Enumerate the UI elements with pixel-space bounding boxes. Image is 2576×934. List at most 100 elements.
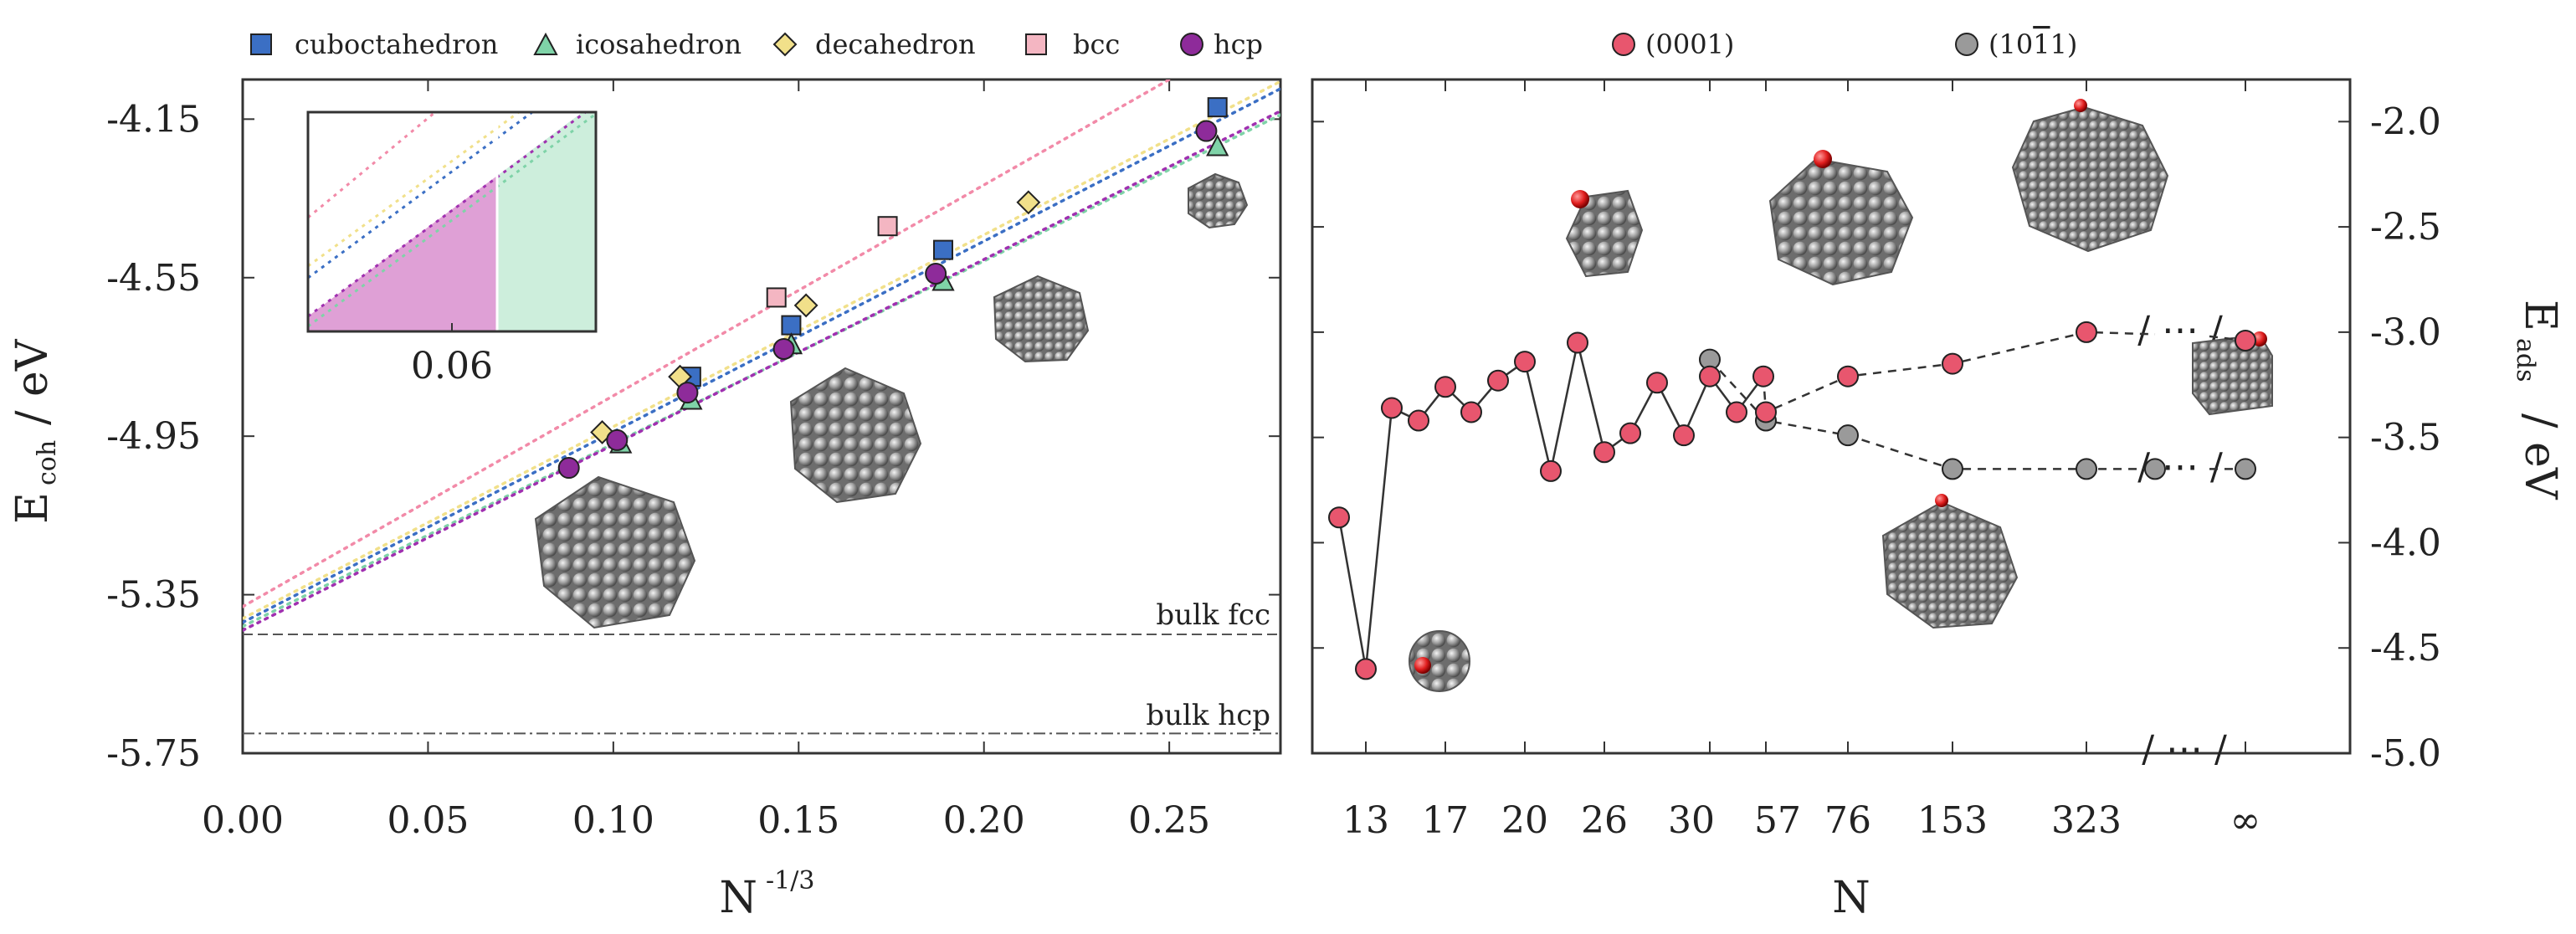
cluster-13-body bbox=[1409, 630, 1470, 692]
cluster-323-image bbox=[2011, 99, 2169, 253]
cluster-26-body bbox=[1565, 189, 1644, 278]
marker-1011 bbox=[1837, 424, 1859, 447]
marker-decahedron bbox=[1016, 190, 1041, 215]
marker-0001 bbox=[1514, 351, 1536, 373]
left-xtick-label: 0.10 bbox=[572, 799, 654, 842]
cluster-153-image bbox=[1881, 494, 2019, 629]
marker-hcp bbox=[557, 457, 580, 480]
right-xtick-label: 323 bbox=[2051, 799, 2122, 842]
legend-label-0001: (0001) bbox=[1645, 28, 1734, 60]
cluster-13-image bbox=[1409, 630, 1470, 692]
left-xtick-label: 0.05 bbox=[387, 799, 469, 842]
legend-marker-cuboctahedron bbox=[250, 33, 272, 55]
legend-marker-hcp bbox=[1180, 33, 1203, 56]
left-data-markers bbox=[557, 97, 1229, 480]
right-xtick-label: 76 bbox=[1824, 799, 1871, 842]
legend-marker-0001 bbox=[1612, 33, 1635, 56]
right-ytick-label: -4.0 bbox=[2370, 521, 2441, 564]
legend-label-cuboctahedron: cuboctahedron bbox=[295, 28, 498, 60]
fit-line-bcc bbox=[243, 80, 1173, 608]
legend-marker-bcc bbox=[1025, 33, 1047, 55]
inset-bcc-line bbox=[308, 112, 436, 219]
cluster-153-adsorbate bbox=[1935, 494, 1948, 507]
marker-0001 bbox=[1355, 658, 1377, 680]
left-xtick-label: 0.25 bbox=[1128, 799, 1210, 842]
right-ytick-label: -4.5 bbox=[2370, 627, 2441, 670]
right-ytick-label: -2.0 bbox=[2370, 100, 2441, 143]
bulk-fcc-label: bulk fcc bbox=[1156, 598, 1270, 632]
marker-hcp bbox=[606, 429, 629, 451]
marker-cuboctahedron bbox=[781, 315, 802, 336]
marker-0001 bbox=[1434, 376, 1456, 398]
left-xtick-label: 0.20 bbox=[943, 799, 1025, 842]
cluster-26-image bbox=[1565, 189, 1644, 278]
fit-line-hcp bbox=[243, 109, 1280, 632]
right-ytick-label: -3.0 bbox=[2370, 311, 2441, 354]
inset-icosahedron-line bbox=[308, 112, 596, 328]
marker-0001 bbox=[1328, 506, 1350, 529]
marker-1011 bbox=[2144, 458, 2166, 480]
inset-decahedron-line bbox=[308, 112, 520, 268]
marker-icosahedron bbox=[1206, 134, 1229, 157]
right-axes: -2.0 -2.5 -3.0 -3.5 -4.0 -4.5 -5.0 13 17 20 26 30 57… bbox=[1312, 80, 2441, 842]
fit-line-cuboctahedron bbox=[243, 87, 1280, 624]
inset: 0.06 bbox=[306, 110, 598, 387]
right-xtick-label: 13 bbox=[1342, 799, 1389, 842]
right-xlabel: N bbox=[1832, 873, 1870, 923]
left-xtick-label: 0.00 bbox=[202, 799, 284, 842]
marker-1011 bbox=[2235, 458, 2256, 480]
cluster-26-adsorbate bbox=[1571, 190, 1589, 208]
right-legend: (0001) (1011) bbox=[1612, 28, 2077, 60]
legend-label-1011: (1011) bbox=[1988, 28, 2077, 60]
right-ytick-label: -3.5 bbox=[2370, 417, 2441, 459]
left-ytick-label: -4.95 bbox=[106, 415, 201, 458]
marker-0001 bbox=[1699, 365, 1721, 387]
marker-0001 bbox=[1593, 441, 1615, 464]
marker-hcp bbox=[925, 263, 947, 285]
right-xtick-label: 20 bbox=[1501, 799, 1548, 842]
right-xtick-label: 30 bbox=[1668, 799, 1715, 842]
cluster-57-body bbox=[1768, 157, 1914, 286]
left-fit-lines bbox=[243, 80, 1280, 632]
left-xlabel-sup: -1/3 bbox=[766, 866, 814, 896]
marker-hcp bbox=[1195, 120, 1218, 142]
left-xlabel-main: N bbox=[720, 873, 758, 923]
legend-label-hcp: hcp bbox=[1214, 28, 1263, 60]
marker-0001 bbox=[2076, 321, 2097, 343]
marker-hcp bbox=[772, 338, 795, 360]
marker-0001 bbox=[1942, 352, 1963, 375]
right-ytick-label: -2.5 bbox=[2370, 206, 2441, 249]
cluster-images-right bbox=[1409, 99, 2273, 692]
marker-0001 bbox=[1755, 401, 1777, 423]
slab-image bbox=[2192, 331, 2273, 416]
left-axes: 0.00 0.05 0.10 0.15 0.20 0.25 -4.15 -4.55 -4.95 -… bbox=[106, 80, 1280, 842]
inset-hcp-region bbox=[308, 176, 497, 331]
line-0001-tail bbox=[1762, 331, 2156, 414]
inset-content bbox=[308, 112, 596, 331]
marker-0001 bbox=[1726, 401, 1747, 423]
marker-0001 bbox=[1381, 397, 1403, 419]
cluster-image-medium bbox=[789, 367, 922, 504]
marker-1011 bbox=[1942, 458, 1963, 480]
marker-0001 bbox=[1408, 409, 1429, 432]
marker-0001 bbox=[1646, 372, 1668, 394]
fit-line-decahedron bbox=[243, 80, 1280, 620]
left-ytick-label: -5.75 bbox=[106, 732, 201, 775]
right-ytick-label: -5.0 bbox=[2370, 732, 2441, 775]
right-ylabel: E ads / eV bbox=[2511, 300, 2565, 500]
right-panel: -2.0 -2.5 -3.0 -3.5 -4.0 -4.5 -5.0 13 17 20 26 30 57… bbox=[1311, 28, 2565, 923]
marker-0001 bbox=[1619, 422, 1641, 444]
left-legend: cuboctahedron icosahedron decahedron bcc… bbox=[250, 28, 1263, 60]
right-xtick-label: 26 bbox=[1581, 799, 1628, 842]
slab-body bbox=[2192, 333, 2273, 416]
left-ylabel-unit: / eV bbox=[8, 338, 58, 425]
right-ylabel-sub: ads bbox=[2511, 338, 2540, 382]
marker-0001 bbox=[1837, 365, 1859, 387]
left-xtick-label: 0.15 bbox=[757, 799, 839, 842]
marker-0001 bbox=[1540, 459, 1562, 482]
legend-marker-1011 bbox=[1955, 33, 1978, 56]
marker-1011 bbox=[2076, 458, 2097, 480]
right-xtick-label: 153 bbox=[1917, 799, 1988, 842]
legend-label-icosahedron: icosahedron bbox=[576, 28, 741, 60]
